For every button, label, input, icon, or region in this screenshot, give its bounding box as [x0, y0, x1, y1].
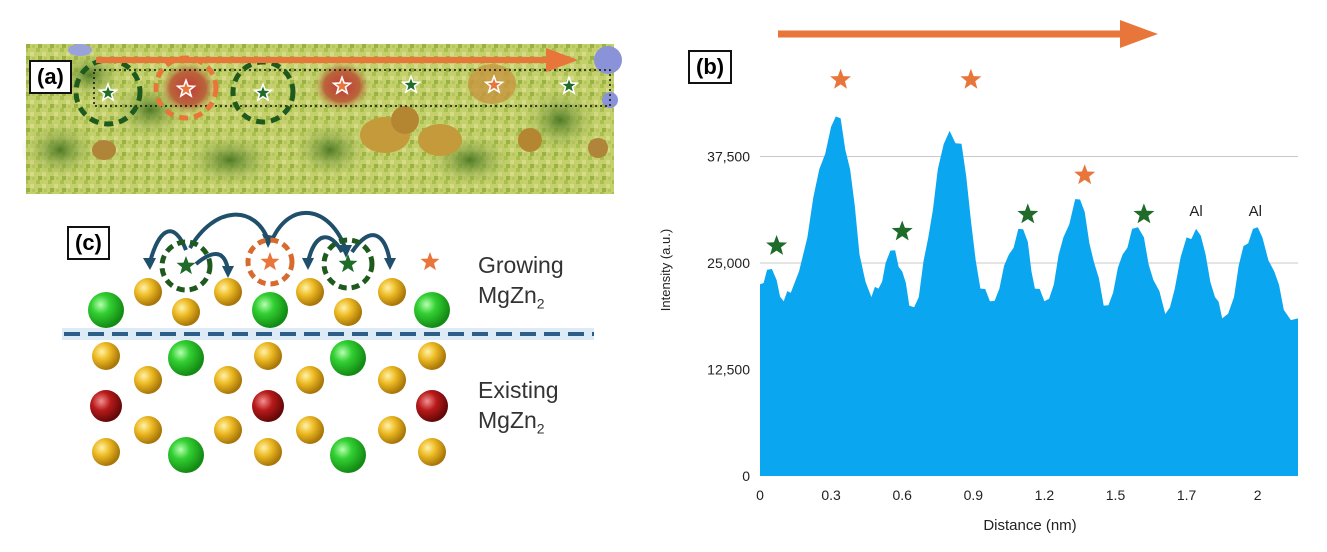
y-tick-label: 12,500	[707, 362, 750, 378]
chart-arrow-head	[1120, 20, 1158, 48]
green-star-marker	[891, 220, 913, 241]
panel-b-label: (b)	[688, 50, 733, 84]
green-star-marker	[1017, 203, 1039, 224]
y-axis-label: Intensity (a.u.)	[658, 229, 673, 311]
orange-star-marker	[960, 68, 982, 89]
x-tick-label: 2	[1254, 487, 1262, 503]
x-tick-label: 0	[756, 487, 764, 503]
y-tick-label: 25,000	[707, 255, 750, 271]
panel-c-label: (c)	[67, 226, 110, 260]
existing-label: Existing MgZn2	[478, 375, 559, 444]
y-tick-label: 0	[742, 468, 750, 484]
peak-annotation: Al	[1249, 203, 1262, 220]
existing-line2: MgZn2	[478, 407, 545, 437]
x-tick-label: 1.2	[1035, 487, 1055, 503]
growing-label: Growing MgZn2	[478, 250, 564, 319]
existing-line1: Existing	[478, 377, 559, 403]
green-star-marker	[1133, 203, 1155, 224]
y-tick-label: 37,500	[707, 149, 750, 165]
x-axis-label: Distance (nm)	[983, 517, 1076, 534]
intensity-area	[760, 116, 1298, 476]
x-tick-label: 0.9	[964, 487, 984, 503]
x-tick-label: 0.3	[821, 487, 841, 503]
growing-line1: Growing	[478, 252, 564, 278]
x-tick-label: 0.6	[892, 487, 912, 503]
green-star-marker	[766, 235, 788, 255]
panel-a-label: (a)	[29, 60, 72, 94]
orange-star-marker	[1074, 164, 1096, 185]
growing-line2: MgZn2	[478, 282, 545, 312]
orange-star-marker	[830, 68, 851, 89]
peak-annotation: Al	[1189, 203, 1202, 220]
x-tick-label: 1.5	[1106, 487, 1126, 503]
x-tick-label: 1.7	[1177, 487, 1197, 503]
